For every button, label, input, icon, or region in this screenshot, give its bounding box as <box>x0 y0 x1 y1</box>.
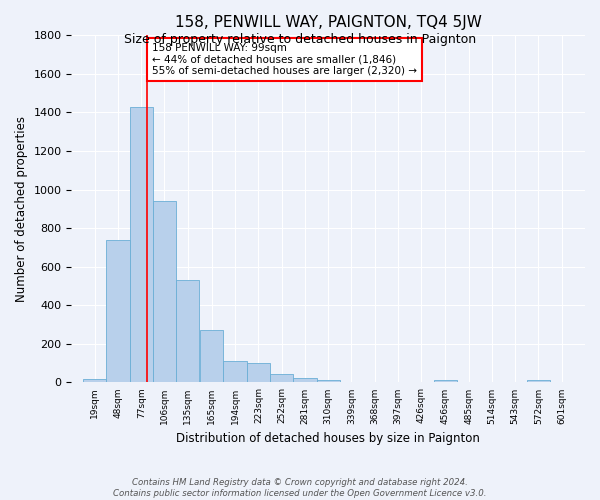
Bar <box>434 380 457 382</box>
Bar <box>176 280 199 382</box>
Bar <box>83 378 106 382</box>
Text: Size of property relative to detached houses in Paignton: Size of property relative to detached ho… <box>124 32 476 46</box>
Bar <box>223 361 247 382</box>
Bar <box>130 106 153 382</box>
Bar <box>527 380 550 382</box>
Text: 158 PENWILL WAY: 99sqm
← 44% of detached houses are smaller (1,846)
55% of semi-: 158 PENWILL WAY: 99sqm ← 44% of detached… <box>152 43 417 76</box>
Bar <box>247 363 270 382</box>
Bar <box>317 380 340 382</box>
Bar <box>153 201 176 382</box>
Bar <box>293 378 317 382</box>
Y-axis label: Number of detached properties: Number of detached properties <box>15 116 28 302</box>
Bar <box>106 240 130 382</box>
X-axis label: Distribution of detached houses by size in Paignton: Distribution of detached houses by size … <box>176 432 480 445</box>
Bar <box>270 374 293 382</box>
Bar <box>200 330 223 382</box>
Text: Contains HM Land Registry data © Crown copyright and database right 2024.
Contai: Contains HM Land Registry data © Crown c… <box>113 478 487 498</box>
Title: 158, PENWILL WAY, PAIGNTON, TQ4 5JW: 158, PENWILL WAY, PAIGNTON, TQ4 5JW <box>175 15 482 30</box>
